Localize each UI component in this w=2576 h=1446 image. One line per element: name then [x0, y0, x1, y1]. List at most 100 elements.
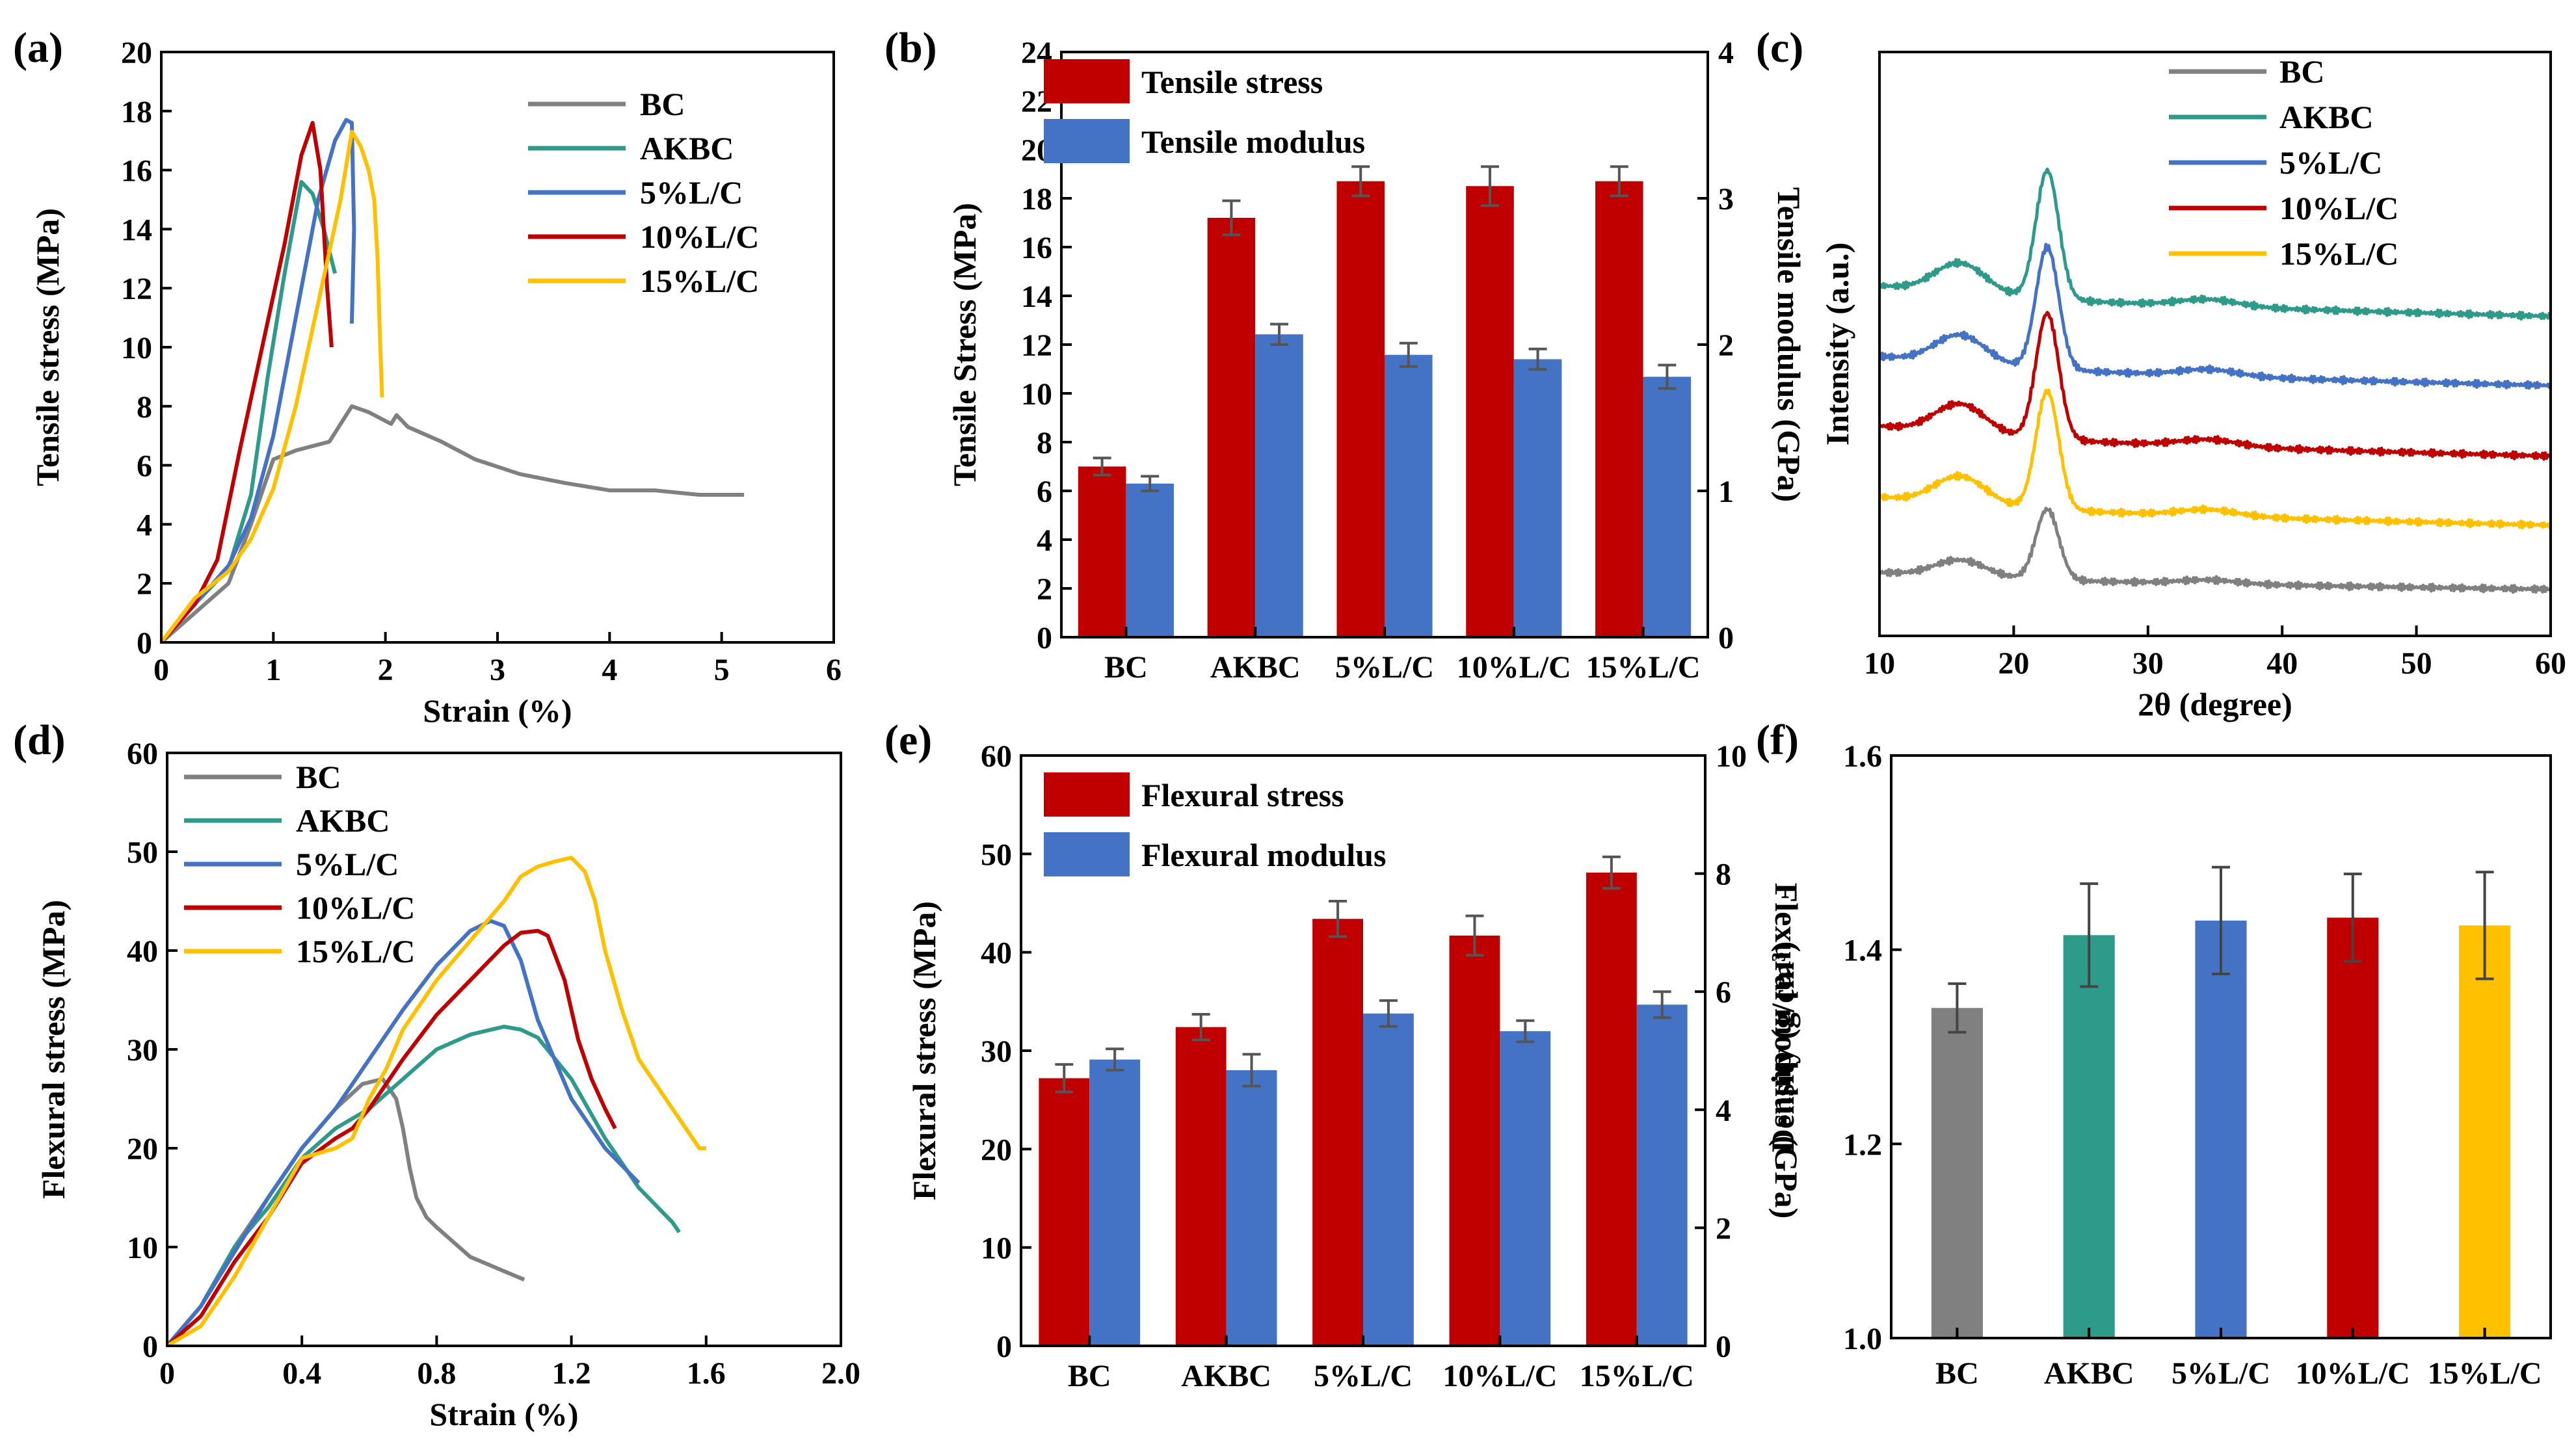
ytick-label-b: 18 — [1021, 182, 1052, 217]
bar-b-modulus — [1255, 334, 1303, 637]
density-bar-BC — [1931, 1008, 1983, 1338]
plot-frame-f — [1890, 754, 2552, 1339]
series-line-a-15LC — [159, 129, 384, 644]
bar-e-stress — [1039, 1078, 1090, 1346]
y2tick-label-e: 2 — [1716, 1211, 1731, 1246]
xtick-label-a: 5 — [714, 653, 730, 687]
bar-b-stress — [1078, 466, 1126, 637]
legend-label-c: AKBC — [2279, 99, 2373, 135]
category-label-b: 5%L/C — [1335, 650, 1434, 685]
legend-label-a: 10%L/C — [640, 218, 759, 255]
legend-label-d: 15%L/C — [296, 933, 415, 969]
ytick-label-a: 8 — [137, 390, 152, 425]
ytick-label-b: 6 — [1037, 475, 1052, 509]
xrd-pattern-BC — [1878, 506, 2552, 594]
y2-axis-title-e: Flexural modulus (GPa) — [1768, 883, 1805, 1219]
bar-b-stress — [1207, 218, 1256, 637]
series-line-a-10LC — [159, 121, 334, 644]
y-axis-title-c: Intensity (a.u.) — [1819, 243, 1855, 446]
xrd-pattern-5LC — [1878, 243, 2553, 390]
bar-e-modulus — [1636, 1005, 1688, 1346]
category-label-b: BC — [1104, 650, 1148, 685]
category-label-e: AKBC — [1181, 1359, 1271, 1393]
series-line-d-15LC — [166, 856, 706, 1348]
category-label-e: BC — [1068, 1359, 1111, 1393]
ytick-label-e: 10 — [981, 1231, 1012, 1266]
series-line-d-BC — [165, 1077, 525, 1347]
density-bar-10LC — [2327, 917, 2379, 1338]
xtick-label-a: 1 — [265, 653, 281, 687]
legend-label-e: Flexural modulus — [1141, 837, 1386, 873]
xtick-label-d: 0.4 — [282, 1356, 321, 1391]
y-axis-title-d: Flexural stress (MPa) — [35, 900, 72, 1199]
ytick-label-b: 0 — [1037, 621, 1052, 655]
bar-e-stress — [1586, 873, 1637, 1346]
legend-label-c: BC — [2279, 53, 2324, 90]
xtick-label-c: 60 — [2535, 646, 2566, 681]
ytick-label-a: 6 — [137, 449, 152, 484]
legend-label-d: 5%L/C — [296, 846, 399, 882]
ytick-label-e: 60 — [981, 739, 1012, 774]
ytick-label-b: 10 — [1021, 377, 1052, 412]
plot-frame-c — [1878, 51, 2552, 637]
y2tick-label-e: 6 — [1716, 975, 1731, 1010]
bar-e-stress — [1449, 935, 1500, 1346]
ytick-label-a: 16 — [121, 154, 152, 189]
y2tick-label-e: 4 — [1716, 1094, 1731, 1128]
xtick-label-d: 0.8 — [417, 1356, 456, 1391]
legend-label-c: 5%L/C — [2279, 144, 2382, 181]
category-label-f: 15%L/C — [2428, 1356, 2542, 1391]
y2tick-label-b: 3 — [1718, 182, 1734, 217]
x-axis-title-c: 2θ (degree) — [2138, 686, 2292, 722]
legend-swatch-e — [1044, 772, 1130, 817]
legend-label-a: 15%L/C — [640, 263, 759, 299]
xrd-pattern-10LC — [1878, 311, 2552, 461]
bar-e-modulus — [1226, 1070, 1277, 1346]
ytick-label-e: 20 — [981, 1133, 1012, 1167]
bar-e-stress — [1175, 1027, 1227, 1346]
y-axis-title-e: Flexural stress (MPa) — [906, 901, 942, 1200]
ytick-label-a: 10 — [121, 331, 152, 365]
series-line-d-5LC — [165, 919, 641, 1347]
category-label-f: 10%L/C — [2296, 1356, 2410, 1391]
ytick-label-a: 0 — [137, 626, 152, 661]
category-label-b: 15%L/C — [1586, 650, 1701, 685]
xtick-label-c: 20 — [1998, 646, 2029, 681]
legend-swatch-e — [1044, 832, 1130, 876]
ytick-label-b: 16 — [1021, 231, 1052, 265]
legend-swatch-b — [1044, 119, 1130, 163]
category-label-f: BC — [1935, 1356, 1979, 1391]
xtick-label-c: 10 — [1864, 646, 1895, 681]
category-label-f: 5%L/C — [2171, 1356, 2270, 1391]
ytick-label-a: 12 — [121, 272, 152, 306]
y2tick-label-e: 8 — [1716, 858, 1731, 892]
bar-b-stress — [1336, 181, 1385, 637]
ytick-label-f: 1.6 — [1843, 739, 1882, 774]
xtick-label-c: 40 — [2266, 646, 2298, 681]
series-line-a-BC — [160, 404, 745, 644]
xtick-label-c: 30 — [2132, 646, 2164, 681]
ytick-label-d: 40 — [127, 934, 158, 969]
ytick-label-b: 12 — [1021, 328, 1052, 363]
category-label-e: 10%L/C — [1442, 1359, 1557, 1393]
ytick-label-b: 8 — [1037, 426, 1052, 460]
bar-e-modulus — [1500, 1031, 1551, 1346]
ytick-label-a: 18 — [121, 95, 152, 129]
y-axis-title-f: Density (g/cm³) — [1764, 941, 1801, 1153]
ytick-label-e: 0 — [996, 1330, 1012, 1364]
ytick-label-d: 0 — [142, 1330, 158, 1364]
legend-label-e: Flexural stress — [1141, 777, 1344, 813]
bar-b-modulus — [1385, 354, 1433, 637]
panel-label-e: (e) — [884, 716, 932, 764]
ytick-label-f: 1.2 — [1843, 1127, 1882, 1162]
category-label-f: AKBC — [2044, 1356, 2134, 1391]
x-axis-title-d: Strain (%) — [429, 1396, 578, 1432]
density-bar-5LC — [2195, 920, 2247, 1338]
bar-e-modulus — [1089, 1059, 1141, 1346]
xtick-label-a: 6 — [826, 653, 842, 687]
ytick-label-f: 1.0 — [1843, 1322, 1882, 1356]
ytick-label-a: 20 — [121, 36, 152, 70]
plot-frame-d — [166, 752, 842, 1347]
bar-b-stress — [1466, 186, 1514, 637]
legend-label-d: 10%L/C — [296, 889, 415, 926]
